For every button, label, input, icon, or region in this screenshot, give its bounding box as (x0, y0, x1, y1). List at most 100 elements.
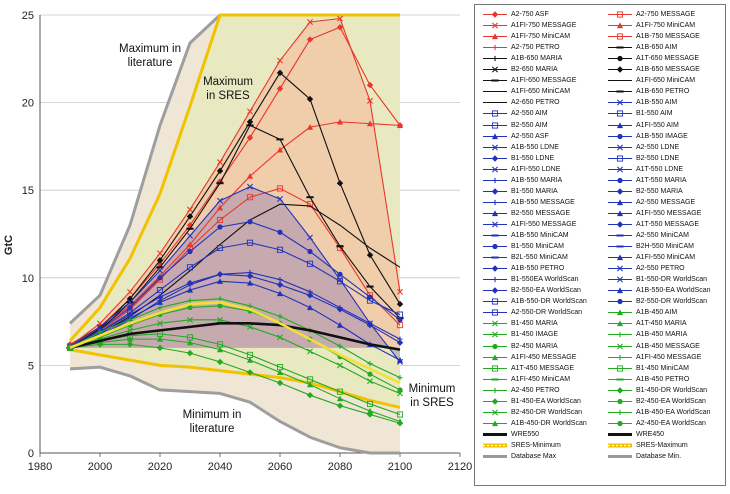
legend-label: A1B-550 AIM (636, 99, 678, 107)
data-point (366, 120, 374, 127)
legend-swatch (608, 332, 632, 338)
legend-swatch (483, 243, 507, 250)
legend-swatch (608, 33, 632, 40)
data-point (276, 369, 284, 376)
legend-swatch (483, 378, 507, 381)
legend-swatch-marker (616, 210, 624, 216)
legend-swatch (608, 365, 632, 372)
data-point (276, 246, 284, 253)
data-point (307, 248, 313, 255)
data-point (306, 201, 314, 208)
data-point (247, 108, 253, 115)
legend-swatch (608, 443, 632, 448)
annotation-sres-min-line2: in SRES (410, 397, 454, 409)
annotation-sres-min-line1: Minimum (409, 383, 456, 395)
data-point (397, 387, 403, 393)
data-point (246, 357, 254, 363)
legend-swatch (483, 110, 507, 117)
legend-label: A1FI-750 MiniCAM (636, 22, 696, 30)
legend-swatch (483, 11, 507, 18)
data-point (336, 322, 344, 328)
data-point (246, 272, 254, 280)
legend-label: B2-550 AIM (511, 121, 548, 129)
legend-swatch (483, 33, 507, 40)
legend-label: A1FI-450 MiniCAM (511, 375, 571, 383)
data-point (187, 316, 193, 323)
legend-swatch-marker (617, 177, 623, 183)
data-point (157, 250, 163, 257)
data-point (187, 248, 193, 255)
legend-swatch (608, 221, 632, 228)
data-point (306, 95, 314, 103)
legend-swatch-marker (617, 166, 623, 173)
legend-swatch (483, 256, 507, 259)
legend-swatch-marker (616, 199, 624, 205)
data-point (186, 339, 194, 346)
data-point (396, 311, 404, 318)
legend-swatch (483, 432, 507, 436)
legend-swatch-marker (492, 331, 498, 338)
legend-swatch (608, 398, 632, 404)
data-point (127, 299, 133, 306)
legend-swatch (483, 154, 507, 162)
legend-swatch-marker (616, 66, 624, 73)
legend-label: B2H-550 MiniCAM (636, 243, 694, 251)
data-point (276, 146, 284, 153)
series-line (69, 17, 401, 347)
legend-label: A1B-550-EA WorldScan (636, 287, 711, 295)
annotation-sres-max-line1: Maximum (203, 76, 253, 88)
data-point (247, 303, 253, 309)
series-a2-550-petro (67, 183, 403, 365)
data-point (276, 185, 284, 192)
legend-swatch-marker (616, 254, 624, 261)
legend-swatch (608, 166, 632, 173)
data-point (157, 304, 163, 311)
data-point (336, 395, 344, 402)
data-point (397, 358, 403, 365)
legend-swatch (608, 177, 632, 183)
legend-swatch (608, 299, 632, 305)
data-point (396, 300, 404, 308)
legend-swatch-marker (617, 332, 623, 338)
series-line (69, 305, 401, 391)
legend-swatch-marker (616, 121, 624, 128)
legend-swatch (608, 420, 632, 426)
legend-label: A1B-550 MARIA (511, 176, 563, 184)
legend-label: A1B-650 PETRO (636, 88, 690, 96)
legend-swatch-marker (491, 33, 499, 40)
data-point (217, 159, 223, 166)
data-point (367, 361, 373, 367)
data-point (396, 339, 404, 346)
legend-swatch (483, 287, 507, 294)
legend-swatch (608, 80, 632, 82)
legend-label: WRE450 (636, 430, 665, 438)
annotation-literature-max-line2: literature (128, 57, 173, 69)
data-point (216, 278, 224, 284)
series-line (69, 338, 401, 422)
legend-swatch (483, 132, 507, 139)
legend-swatch-marker (492, 177, 498, 183)
y-axis-label: GtC (3, 235, 15, 255)
data-point (186, 264, 194, 271)
legend-label: A1T-450 MARIA (636, 320, 687, 328)
legend-label: A1B-550 PETRO (511, 265, 565, 273)
legend-swatch (608, 11, 632, 18)
legend-swatch (608, 432, 632, 436)
data-point (367, 371, 373, 377)
x-tick-label: 2100 (388, 461, 412, 473)
legend-label: B2-450-EA WorldScan (636, 397, 706, 405)
series-line (69, 322, 401, 351)
annotation-sres-max-line2: in SRES (206, 90, 250, 102)
legend-swatch-marker (616, 22, 624, 29)
legend-swatch-marker (492, 409, 498, 416)
legend-label: B1-550 MiniCAM (511, 243, 564, 251)
legend-swatch (483, 234, 507, 237)
data-point (216, 244, 224, 252)
series-a2-450-petro (67, 296, 403, 381)
data-point (187, 206, 193, 213)
data-point (367, 294, 373, 300)
legend-label: B2-450 MARIA (511, 342, 558, 350)
legend-swatch-marker (617, 99, 623, 106)
data-point (187, 232, 193, 239)
legend-swatch (608, 343, 632, 349)
